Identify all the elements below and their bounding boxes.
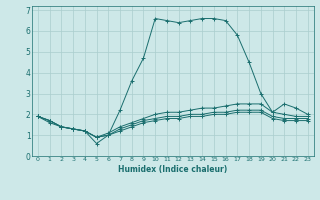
X-axis label: Humidex (Indice chaleur): Humidex (Indice chaleur): [118, 165, 228, 174]
